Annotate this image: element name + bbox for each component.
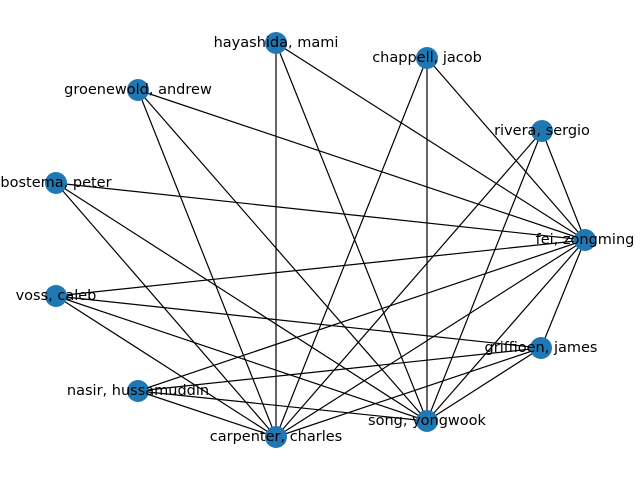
edge-fei-carpenter bbox=[275, 239, 586, 438]
node-rivera bbox=[531, 120, 553, 142]
node-label-hayashida: hayashida, mami bbox=[214, 35, 339, 51]
edge-bostema-song bbox=[55, 182, 428, 422]
edge-hayashida-fei bbox=[275, 42, 586, 241]
edge-voss-griffioen bbox=[55, 295, 542, 349]
node-chappell bbox=[416, 47, 438, 69]
edge-griffioen-carpenter bbox=[275, 347, 542, 438]
edge-nasir-song bbox=[137, 390, 428, 422]
edge-rivera-song bbox=[426, 130, 543, 422]
node-bostema bbox=[45, 172, 67, 194]
edge-hayashida-song bbox=[275, 42, 428, 422]
node-label-chappell: chappell, jacob bbox=[372, 50, 482, 66]
edge-fei-nasir bbox=[137, 239, 586, 392]
node-carpenter bbox=[265, 426, 287, 448]
edge-groenewold-fei bbox=[137, 89, 586, 241]
node-label-rivera: rivera, sergio bbox=[494, 123, 590, 139]
edge-voss-carpenter bbox=[55, 295, 277, 438]
edge-griffioen-song bbox=[426, 347, 542, 422]
edge-layer bbox=[55, 42, 586, 438]
node-voss bbox=[45, 285, 67, 307]
edge-chappell-carpenter bbox=[275, 57, 428, 438]
node-song bbox=[416, 410, 438, 432]
node-layer bbox=[45, 32, 596, 448]
node-nasir bbox=[127, 380, 149, 402]
node-label-song: song, yongwook bbox=[368, 413, 486, 429]
node-label-bostema: bostema, peter bbox=[0, 175, 111, 191]
edge-nasir-carpenter bbox=[137, 390, 277, 438]
edge-rivera-fei bbox=[541, 130, 586, 241]
node-label-fei: fei, zongming bbox=[536, 232, 635, 248]
node-fei bbox=[574, 229, 596, 251]
label-layer: hayashida, mami chappell, jacob groenewold… bbox=[0, 35, 634, 445]
node-label-griffioen: griffioen, james bbox=[485, 340, 598, 356]
edge-bostema-carpenter bbox=[55, 182, 277, 438]
node-hayashida bbox=[265, 32, 287, 54]
edge-rivera-carpenter bbox=[275, 130, 543, 438]
edge-chappell-fei bbox=[426, 57, 586, 241]
edge-voss-song bbox=[55, 295, 428, 422]
node-label-nasir: nasir, hussamuddin bbox=[67, 383, 209, 399]
node-label-carpenter: carpenter, charles bbox=[210, 429, 342, 445]
node-label-groenewold: groenewold, andrew bbox=[64, 82, 212, 98]
edge-fei-song bbox=[426, 239, 586, 422]
node-label-voss: voss, caleb bbox=[16, 288, 97, 304]
node-groenewold bbox=[127, 79, 149, 101]
edge-bostema-fei bbox=[55, 182, 586, 241]
edge-fei-voss bbox=[55, 239, 586, 297]
edge-griffioen-nasir bbox=[137, 347, 542, 392]
node-griffioen bbox=[530, 337, 552, 359]
edge-groenewold-song bbox=[137, 89, 428, 422]
edge-fei-griffioen bbox=[540, 239, 586, 349]
